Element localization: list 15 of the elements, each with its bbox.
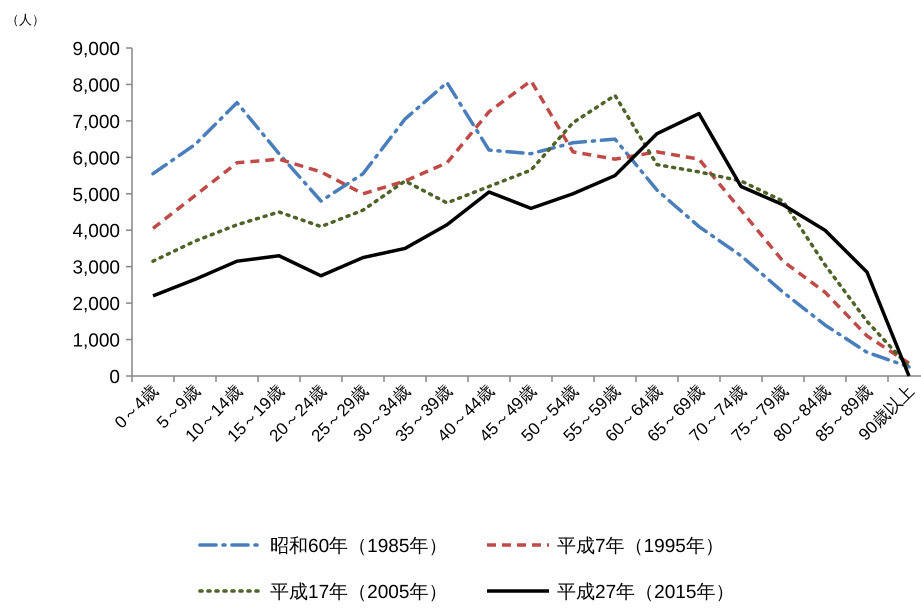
y-tick-label: 9,000 [72,39,120,60]
y-tick-label: 6,000 [72,148,120,170]
y-tick-label: 0 [109,367,120,388]
legend-label: 平成27年（2015年） [557,582,734,603]
legend-label: 平成17年（2005年） [270,582,448,603]
legend-label: 平成7年（1995年） [557,536,724,557]
y-tick-label: 5,000 [72,184,120,206]
y-tick-label: 1,000 [72,330,120,352]
y-tick-label: 3,000 [72,258,120,279]
y-tick-label: 7,000 [72,112,120,133]
y-tick-label: 4,000 [72,221,120,242]
y-tick-label: 8,000 [72,75,120,96]
y-tick-label: 2,000 [72,294,120,316]
legend-label: 昭和60年（1985年） [270,536,448,557]
y-axis-title: （人） [6,12,45,27]
